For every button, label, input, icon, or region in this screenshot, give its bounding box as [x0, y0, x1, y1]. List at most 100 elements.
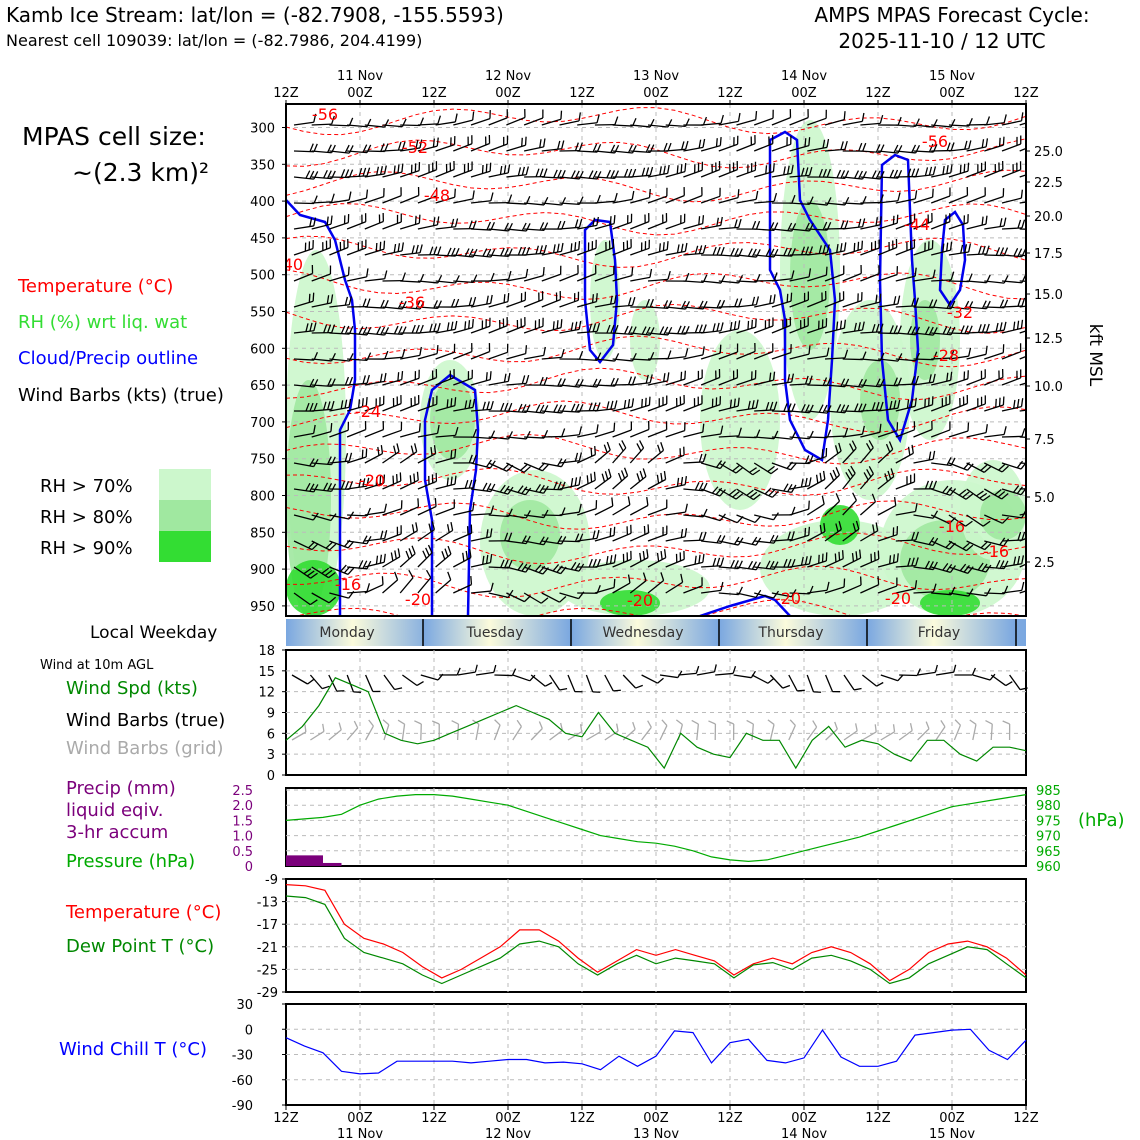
wind-barb: [966, 588, 992, 597]
wind-barb-feather: [907, 168, 912, 177]
wind-barb-feather: [768, 164, 772, 173]
wind-barb-feather: [327, 456, 332, 465]
rh-shading-blob: [920, 590, 980, 616]
wind-barb-grid-feather: [431, 720, 440, 725]
wind-barb: [630, 524, 650, 542]
wind-barb-feather: [592, 558, 597, 568]
wind-barb: [701, 557, 725, 568]
temperature-contour-label: -40: [277, 255, 303, 274]
wind-barb: [789, 137, 811, 152]
wind-barb-feather: [557, 140, 561, 150]
wind-barb-feather: [773, 561, 779, 570]
wind-barb-feather: [574, 533, 580, 542]
wind-barb-feather: [963, 371, 966, 381]
wind-barb: [754, 534, 779, 544]
wind-barb: [470, 554, 493, 568]
wind-barb: [1001, 581, 1025, 594]
wind-barb: [524, 168, 548, 178]
wind-barb-feather: [977, 562, 984, 571]
wind-barb-feather: [1016, 162, 1018, 172]
wind-barb: [399, 369, 420, 386]
bottom-time-tick-label: 00Z: [791, 1111, 817, 1126]
wind-barb-staff: [311, 273, 331, 282]
pressure-tick-label: 500: [250, 269, 275, 284]
wind-barb-feather: [931, 188, 934, 198]
wind-barb: [329, 421, 350, 438]
wind-barb-true-staff: [512, 674, 531, 682]
wind-barb-staff: [736, 436, 757, 439]
wind-barb-feather: [348, 398, 352, 408]
bottom-date-label: 15 Nov: [929, 1127, 975, 1140]
wind-barb-feather: [577, 291, 580, 301]
wind-barb-feather: [771, 490, 779, 498]
wind-barb-feather: [397, 300, 403, 309]
wind-barb: [524, 376, 548, 386]
wind-barb-feather: [800, 246, 806, 255]
wind-barb-feather: [521, 246, 527, 256]
wind-barb: [577, 322, 601, 334]
wind-barb: [453, 428, 477, 438]
wind-barb-feather: [361, 449, 364, 459]
wind-barb-true: [585, 674, 601, 693]
wind-barb-feather: [928, 143, 934, 153]
wind-barb-true-staff: [475, 671, 494, 676]
wind-barb: [1019, 480, 1042, 490]
wind-barb-staff: [364, 584, 384, 594]
wind-barb-feather: [453, 369, 455, 378]
wind-barb-feather: [871, 323, 876, 333]
wind-barb-grid-feather: [579, 724, 583, 732]
wind-barb-feather: [839, 292, 841, 302]
wind-barb-feather: [684, 163, 687, 172]
wind-barb-feather: [321, 567, 330, 574]
wind-barb-feather: [733, 137, 735, 146]
wind-barb-feather: [984, 543, 992, 551]
wind-barb-feather: [1020, 112, 1024, 121]
wind-barb-staff: [311, 358, 332, 362]
wind-barb: [948, 488, 974, 500]
wind-barb-feather: [399, 472, 402, 481]
wind-barb-feather: [720, 322, 724, 331]
wind-barb-staff: [931, 279, 952, 282]
wind-barb-feather: [719, 137, 722, 146]
wind-barb-feather: [535, 404, 541, 413]
wind-barb-feather: [994, 163, 997, 173]
wind-barb: [753, 462, 779, 475]
wind-barb-feather: [839, 320, 843, 330]
wind-barb-feather: [1039, 480, 1042, 488]
wind-barb-feather: [835, 493, 841, 502]
wind-barb-staff: [966, 432, 987, 438]
wind-barb: [1019, 462, 1026, 465]
wind-barb-feather: [466, 526, 469, 535]
wind-barb: [683, 215, 705, 230]
wind-barb-feather: [377, 446, 380, 456]
wind-barb: [771, 373, 795, 386]
pressure-tick-label: 650: [250, 379, 275, 394]
wind-barb-feather: [570, 403, 576, 412]
kft-tick-label: 7.5: [1034, 433, 1055, 448]
wind-barb-feather: [702, 324, 707, 333]
wind-barb-staff: [1001, 514, 1022, 519]
wind-barb-feather: [1003, 217, 1007, 227]
wind-barb-feather: [362, 375, 366, 384]
wind-barb-true: [861, 674, 884, 687]
wind-barb-feather: [854, 170, 860, 179]
top-time-tick-label: 12Z: [569, 86, 595, 101]
wind-barb-grid: [451, 720, 460, 741]
wind-barb-feather: [711, 164, 713, 173]
wind-barb: [665, 140, 689, 152]
wind-barb-feather: [627, 297, 632, 306]
wind-barb: [506, 317, 526, 334]
wind-barb-staff: [1019, 510, 1026, 516]
wind-barb: [754, 371, 776, 386]
wind-barb: [400, 244, 423, 256]
wind-barb-feather: [557, 535, 563, 544]
wind-barb: [577, 170, 602, 180]
wind-barb-feather: [622, 242, 625, 251]
wind-barb-staff: [453, 198, 474, 204]
wind-barb-feather: [454, 188, 456, 198]
wind-barb-staff: [771, 410, 792, 413]
wind-barb-true: [678, 665, 700, 676]
wind-barb-feather: [701, 187, 703, 196]
wind-barb-feather: [684, 476, 688, 485]
wind-barb: [860, 550, 880, 568]
